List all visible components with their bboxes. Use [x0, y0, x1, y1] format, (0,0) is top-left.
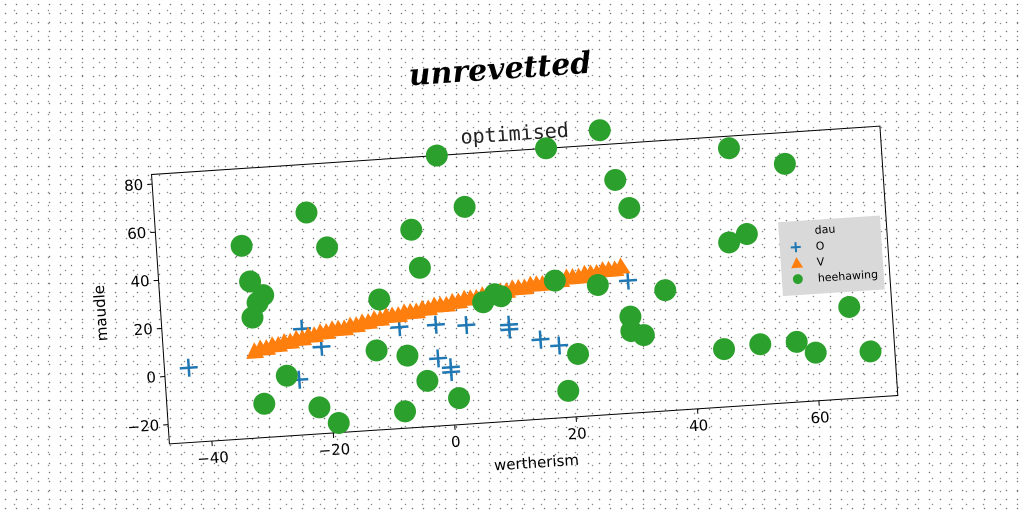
point-heehawing — [394, 400, 417, 423]
point-heehawing — [654, 279, 677, 302]
point-heehawing — [792, 274, 803, 285]
point-heehawing — [588, 119, 611, 142]
point-V — [791, 257, 804, 269]
point-heehawing — [327, 411, 350, 434]
point-heehawing — [838, 295, 861, 318]
point-heehawing — [717, 137, 740, 160]
point-O — [531, 330, 550, 349]
point-V — [612, 257, 631, 275]
point-heehawing — [408, 256, 431, 279]
legend-box — [778, 215, 885, 297]
point-heehawing — [416, 369, 439, 392]
point-heehawing — [859, 340, 882, 363]
point-heehawing — [490, 285, 513, 308]
point-heehawing — [400, 218, 423, 241]
y-axis: −20 0 20 40 60 80 — [124, 176, 169, 436]
point-heehawing — [365, 339, 388, 362]
point-heehawing — [239, 270, 262, 293]
point-heehawing — [567, 342, 590, 365]
point-heehawing — [230, 234, 253, 257]
x-tick-label: 40 — [689, 416, 709, 435]
y-tick-label: 40 — [130, 272, 150, 291]
point-heehawing — [618, 196, 641, 219]
point-O — [426, 315, 445, 334]
point-heehawing — [241, 306, 264, 329]
point-heehawing — [735, 223, 758, 246]
point-heehawing — [773, 152, 796, 175]
point-heehawing — [275, 364, 298, 387]
x-tick-label: −40 — [197, 448, 230, 468]
point-heehawing — [535, 137, 558, 160]
point-heehawing — [785, 330, 808, 353]
point-heehawing — [749, 333, 772, 356]
y-tick-label: 20 — [133, 320, 153, 339]
x-tick-label: −20 — [318, 440, 351, 460]
legend-title: dau — [814, 223, 836, 237]
x-tick-label: 0 — [450, 433, 461, 452]
y-tick-label: 80 — [124, 176, 144, 195]
series-heehawing — [230, 119, 882, 434]
point-O — [442, 362, 461, 382]
point-O — [429, 349, 448, 368]
point-heehawing — [316, 236, 339, 259]
point-O — [457, 316, 476, 335]
point-O — [500, 320, 519, 339]
point-heehawing — [713, 338, 736, 361]
y-tick-label: 0 — [146, 368, 157, 387]
point-heehawing — [396, 344, 419, 367]
point-heehawing — [425, 144, 448, 167]
legend-label-heehawing: heehawing — [817, 268, 878, 285]
point-heehawing — [253, 392, 276, 415]
point-heehawing — [453, 195, 476, 218]
point-O — [550, 336, 569, 355]
point-heehawing — [448, 387, 471, 410]
data-marks — [179, 119, 882, 434]
plot-area — [150, 125, 899, 445]
y-tick-label: −20 — [127, 416, 160, 436]
y-axis-label: maudle — [90, 285, 112, 342]
legend-label-O: O — [815, 239, 825, 253]
point-heehawing — [368, 288, 391, 311]
x-axis: −40 −20 0 20 40 60 — [197, 400, 830, 468]
point-heehawing — [543, 269, 566, 292]
legend-label-V: V — [816, 255, 825, 269]
point-heehawing — [604, 168, 627, 191]
point-heehawing — [632, 324, 655, 347]
point-O — [790, 242, 801, 253]
point-heehawing — [586, 273, 609, 296]
x-tick-label: 20 — [567, 424, 587, 443]
point-heehawing — [308, 396, 331, 419]
point-O — [179, 358, 198, 377]
point-heehawing — [557, 379, 580, 402]
point-heehawing — [718, 231, 741, 254]
y-tick-label: 60 — [127, 224, 147, 243]
x-tick-label: 60 — [810, 408, 830, 427]
point-heehawing — [295, 201, 318, 224]
point-heehawing — [804, 341, 827, 364]
x-axis-label: wertherism — [493, 451, 579, 475]
point-O — [618, 271, 638, 290]
